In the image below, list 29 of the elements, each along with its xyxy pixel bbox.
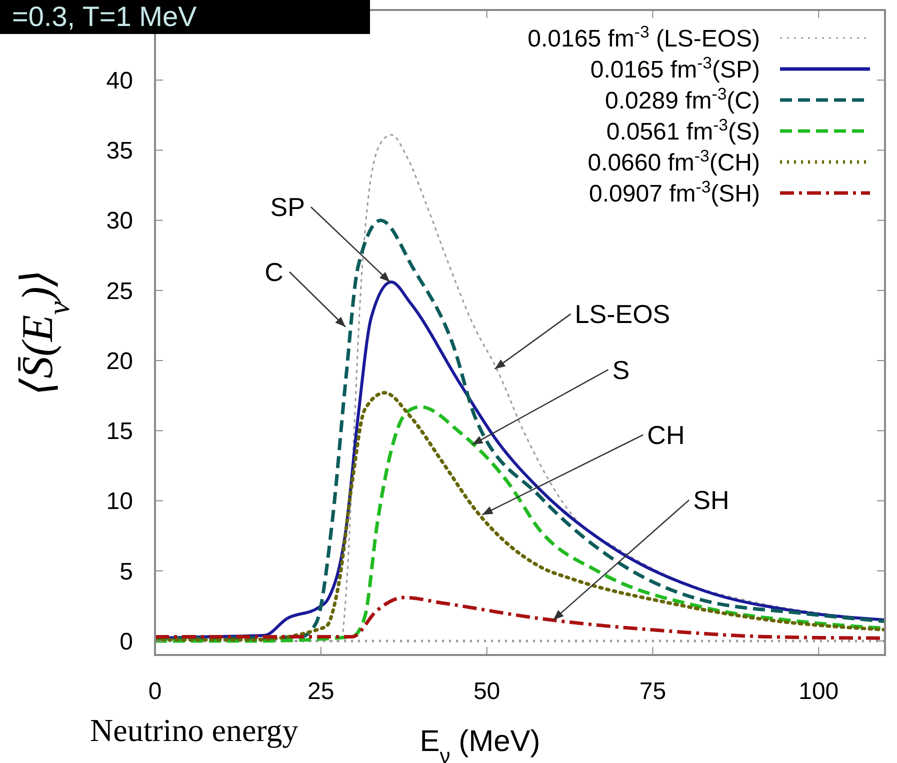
y-tick-label: 10	[106, 488, 133, 516]
legend-label: 0.0289 fm$^{-3}$(C)	[605, 84, 760, 114]
legend-label: 0.0165 fm$^{-3}$(SP)	[590, 52, 760, 84]
y-tick-label: 5	[120, 558, 133, 586]
x-axis-title: E$_{ν}$ (MeV)	[420, 725, 540, 763]
chart-title: =0.3, T=1 MeV	[12, 1, 198, 32]
legend-label: 0.0907 fm$^{-3}$(SH)	[589, 176, 760, 208]
x-tick-label: 100	[798, 678, 839, 705]
x-tick-label: 50	[473, 678, 500, 705]
legend-label: 0.0165 fm$^{-3}$ (LS-EOS)	[528, 22, 760, 52]
x-tick-label: 75	[639, 678, 666, 705]
legend-label: 0.0561 fm$^{-3}$(S)	[606, 114, 760, 146]
y-tick-label: 15	[106, 418, 133, 446]
y-tick-label: 30	[106, 208, 133, 235]
y-tick-label: 20	[106, 348, 133, 375]
y-tick-label: 35	[106, 138, 133, 165]
annotation: S	[612, 354, 630, 385]
legend-label: 0.0660 fm$^{-3}$(CH)	[588, 146, 760, 176]
annotation: CH	[647, 420, 685, 450]
y-tick-label: 0	[120, 628, 133, 656]
annotation: SP	[270, 192, 305, 222]
x-tick-label: 25	[308, 678, 334, 705]
annotation: C	[264, 256, 284, 287]
y-tick-label: 25	[106, 278, 133, 305]
annotation: SH	[693, 485, 730, 516]
x-tick-label: 0	[148, 678, 162, 705]
text: Neutrino energy	[90, 712, 298, 748]
annotation: LS-EOS	[574, 299, 670, 330]
y-tick-label: 40	[106, 68, 133, 95]
